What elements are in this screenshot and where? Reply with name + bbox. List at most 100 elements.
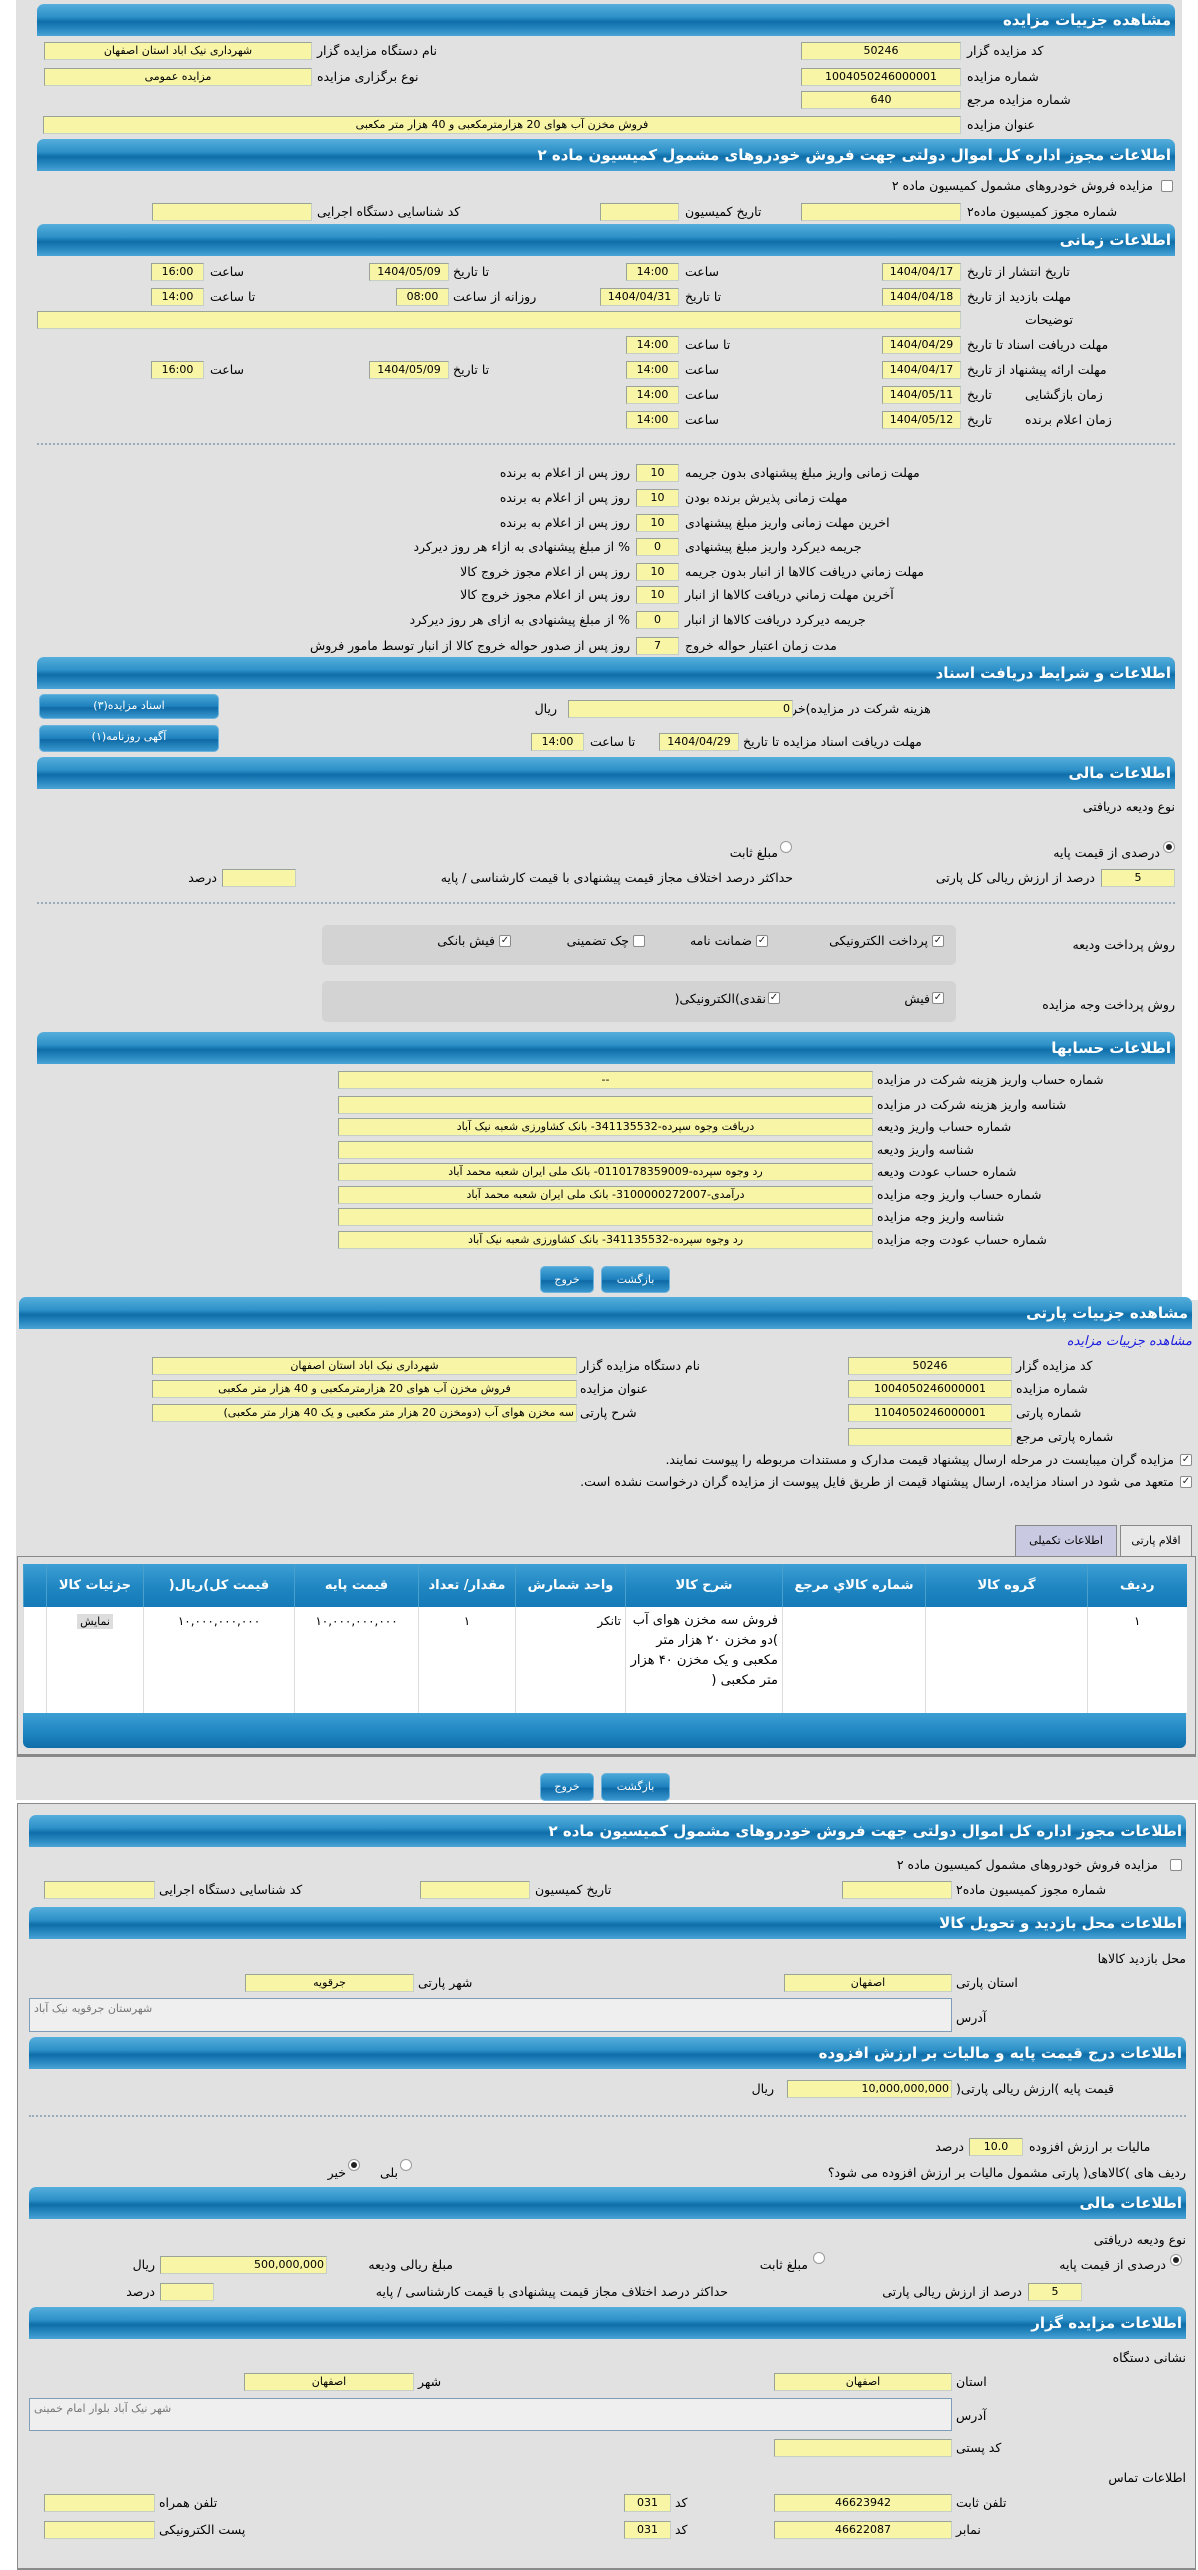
max-diff-field[interactable]: [160, 2283, 214, 2301]
account-field[interactable]: [338, 1141, 873, 1159]
visit-daily-to[interactable]: 14:00: [151, 288, 204, 306]
auction-type-field[interactable]: مزایده عمومی: [44, 68, 312, 86]
account-field[interactable]: رد وجوه سپرده-341135532- بانک کشاورزی شع…: [338, 1231, 873, 1249]
docs-to-time[interactable]: 14:00: [626, 336, 679, 354]
deadline-field[interactable]: 7: [636, 637, 679, 655]
phone-code-field[interactable]: 031: [624, 2494, 671, 2512]
exit-button[interactable]: خروج: [540, 1773, 594, 1801]
permit-number-field[interactable]: [801, 203, 961, 221]
winner-time[interactable]: 14:00: [626, 411, 679, 429]
auctioneer-code-field[interactable]: 50246: [848, 1357, 1012, 1375]
deposit-amount-field[interactable]: 500,000,000: [160, 2256, 327, 2274]
auction-details-link[interactable]: مشاهده جزییات مزایده: [1066, 1334, 1192, 1349]
org-city-field[interactable]: اصفهان: [244, 2373, 414, 2391]
show-details-button[interactable]: نمایش: [77, 1614, 113, 1629]
account-field[interactable]: رد وجوه سپرده-0110178359009- بانک ملی ای…: [338, 1163, 873, 1181]
description-field[interactable]: [37, 311, 961, 329]
newspaper-ad-button[interactable]: آگهی روزنامه(۱): [39, 725, 219, 752]
org-name-field[interactable]: شهرداری نیک اباد استان اصفهان: [152, 1357, 577, 1375]
deadline-field[interactable]: 10: [636, 514, 679, 532]
publish-to-time[interactable]: 16:00: [151, 263, 204, 281]
visit-to-date[interactable]: 1404/04/31: [600, 288, 679, 306]
offer-from-time[interactable]: 14:00: [626, 361, 679, 379]
visit-daily-from[interactable]: 08:00: [396, 288, 449, 306]
attach-docs-checkbox[interactable]: ✓: [1180, 1454, 1192, 1466]
opening-date[interactable]: 1404/05/11: [882, 386, 961, 404]
permit-checkbox[interactable]: [1161, 180, 1173, 192]
deposit-method-checkbox[interactable]: ✓: [932, 935, 944, 947]
tab-extra-info[interactable]: اطلاعات تکمیلی: [1015, 1525, 1117, 1556]
exec-code-field[interactable]: [152, 203, 312, 221]
publish-to-date[interactable]: 1404/05/09: [369, 263, 449, 281]
payment-method-checkbox[interactable]: ✓: [932, 992, 944, 1004]
party-city-field[interactable]: جرقویه: [245, 1974, 414, 1992]
account-field[interactable]: [338, 1096, 873, 1114]
deadline-field[interactable]: 0: [636, 611, 679, 629]
deadline-field[interactable]: 10: [636, 464, 679, 482]
deposit-percent-field[interactable]: 5: [1101, 869, 1175, 887]
auction-title-field[interactable]: فروش مخزن آب هوای 20 هزارمترمکعبی و 40 ه…: [152, 1380, 577, 1398]
deadline-field[interactable]: 10: [636, 563, 679, 581]
offer-to-time[interactable]: 16:00: [151, 361, 204, 379]
permit-checkbox[interactable]: [1170, 1859, 1182, 1871]
party-description-field[interactable]: سه مخزن هوای آب (دومخزن 20 هزار متر مکعب…: [152, 1404, 577, 1422]
deposit-method-checkbox[interactable]: ✓: [499, 935, 511, 947]
auction-title-field[interactable]: فروش مخزن آب هوای 20 هزارمترمکعبی و 40 ه…: [43, 116, 961, 134]
auction-number-field[interactable]: 1004050246000001: [848, 1380, 1012, 1398]
tab-party-items[interactable]: اقلام پارتی: [1120, 1525, 1192, 1556]
fixed-radio[interactable]: [780, 841, 792, 853]
percent-radio[interactable]: [1170, 2254, 1182, 2266]
vat-yes-radio[interactable]: [400, 2159, 412, 2171]
vat-no-radio[interactable]: [348, 2159, 360, 2171]
deadline-field[interactable]: 10: [636, 586, 679, 604]
winner-date[interactable]: 1404/05/12: [882, 411, 961, 429]
fax-code-field[interactable]: 031: [624, 2521, 671, 2539]
auction-docs-button[interactable]: اسناد مزایده(۳): [39, 694, 219, 719]
commission-date-field[interactable]: [600, 203, 679, 221]
org-province-field[interactable]: اصفهان: [774, 2373, 952, 2391]
party-province-field[interactable]: اصفهان: [784, 1974, 952, 1992]
account-field[interactable]: دریافت وجوه سپرده-341135532- بانک کشاورز…: [338, 1118, 873, 1136]
docs-deadline-time[interactable]: 14:00: [531, 733, 584, 751]
party-ref-field[interactable]: [848, 1428, 1012, 1446]
party-address-field[interactable]: شهرستان جرقویه نیک آباد: [29, 1998, 952, 2032]
publish-from-time[interactable]: 14:00: [626, 263, 679, 281]
account-field[interactable]: [338, 1208, 873, 1226]
base-price-field[interactable]: 10,000,000,000: [787, 2080, 952, 2098]
auctioneer-code-field[interactable]: 50246: [801, 42, 961, 60]
docs-to-date[interactable]: 1404/04/29: [882, 336, 961, 354]
account-field[interactable]: درآمدی-3100000272007- بانک ملی ایران شعب…: [338, 1186, 873, 1204]
email-field[interactable]: [44, 2521, 155, 2539]
deadline-field[interactable]: 0: [636, 538, 679, 556]
doc-fee-field[interactable]: 0: [568, 700, 793, 718]
exit-button[interactable]: خروج: [540, 1266, 594, 1293]
vat-field[interactable]: 10.0: [969, 2138, 1023, 2156]
fax-field[interactable]: 46622087: [774, 2521, 952, 2539]
fixed-radio[interactable]: [813, 2252, 825, 2264]
visit-from-date[interactable]: 1404/04/18: [882, 288, 961, 306]
offer-from-date[interactable]: 1404/04/17: [882, 361, 961, 379]
deadline-field[interactable]: 10: [636, 489, 679, 507]
back-button[interactable]: بازگشت: [601, 1773, 670, 1801]
docs-deadline-date[interactable]: 1404/04/29: [659, 733, 739, 751]
no-attachment-checkbox[interactable]: ✓: [1180, 1476, 1192, 1488]
percent-radio[interactable]: [1163, 841, 1175, 853]
deposit-percent-field[interactable]: 5: [1028, 2283, 1082, 2301]
exec-code-field[interactable]: [44, 1881, 155, 1899]
phone-field[interactable]: 46623942: [774, 2494, 952, 2512]
payment-method-checkbox[interactable]: ✓: [768, 992, 780, 1004]
auction-number-field[interactable]: 1004050246000001: [801, 68, 961, 86]
mobile-field[interactable]: [44, 2494, 155, 2512]
deposit-method-checkbox[interactable]: ✓: [756, 935, 768, 947]
deposit-method-checkbox[interactable]: [633, 935, 645, 947]
opening-time[interactable]: 14:00: [626, 386, 679, 404]
org-address-field[interactable]: شهر نیک آباد بلوار امام خمینی: [29, 2398, 952, 2431]
auction-ref-field[interactable]: 640: [801, 91, 961, 109]
party-number-field[interactable]: 1104050246000001: [848, 1404, 1012, 1422]
publish-from-date[interactable]: 1404/04/17: [882, 263, 961, 281]
org-name-field[interactable]: شهرداری نیک اباد استان اصفهان: [44, 42, 312, 60]
account-field[interactable]: --: [338, 1071, 873, 1089]
commission-date-field[interactable]: [420, 1881, 530, 1899]
offer-to-date[interactable]: 1404/05/09: [369, 361, 449, 379]
permit-number-field[interactable]: [842, 1881, 952, 1899]
